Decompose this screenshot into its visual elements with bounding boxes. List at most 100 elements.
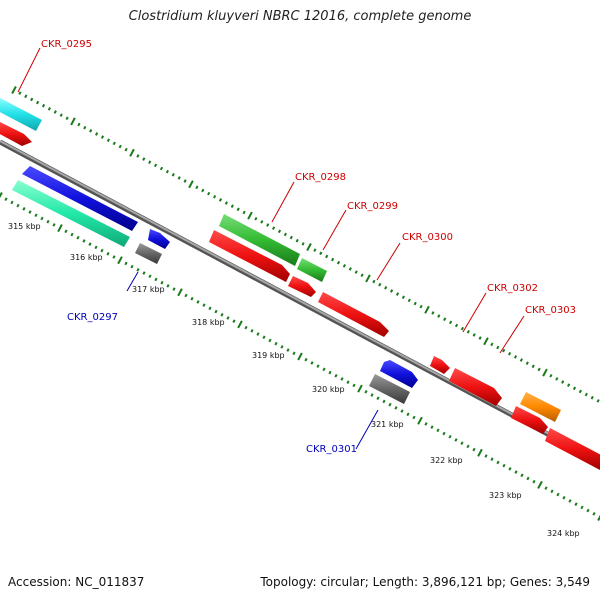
tick-minor bbox=[244, 325, 248, 330]
tick-minor bbox=[549, 373, 553, 378]
tick-minor bbox=[142, 157, 146, 161]
tick-minor bbox=[195, 185, 199, 190]
tick-minor bbox=[59, 113, 63, 117]
label-ckr0302[interactable]: CKR_0302 bbox=[487, 283, 538, 294]
label-ckr0301[interactable]: CKR_0301 bbox=[306, 444, 357, 455]
label-ckr0303[interactable]: CKR_0303 bbox=[525, 305, 576, 316]
tick-minor bbox=[172, 287, 176, 291]
label-ckr0297[interactable]: CKR_0297 bbox=[67, 312, 118, 323]
gene-ckr0295[interactable] bbox=[0, 98, 42, 131]
tick-minor bbox=[159, 166, 164, 171]
tick-minor bbox=[424, 422, 428, 426]
tick-minor bbox=[390, 289, 394, 293]
tick-minor bbox=[22, 207, 26, 211]
tick-minor bbox=[496, 345, 500, 350]
tick-minor bbox=[513, 355, 518, 359]
tick-minor bbox=[490, 457, 494, 462]
footer-accession: Accession: NC_011837 bbox=[8, 575, 145, 589]
tick-minor bbox=[236, 207, 240, 212]
tick-minor bbox=[160, 280, 164, 285]
tick-minor bbox=[213, 194, 217, 199]
tick-minor bbox=[556, 492, 560, 497]
tick-minor bbox=[64, 229, 68, 234]
gene-red-4[interactable] bbox=[449, 368, 502, 406]
tick-minor bbox=[448, 434, 452, 439]
tick-minor bbox=[574, 502, 578, 506]
gene-ckr0301-gray[interactable] bbox=[369, 374, 410, 404]
gene-gray-1[interactable] bbox=[135, 243, 162, 264]
gene-blue-long[interactable] bbox=[22, 166, 138, 231]
tick-minor bbox=[478, 336, 482, 340]
tick-minor bbox=[52, 223, 56, 227]
tick-minor bbox=[224, 201, 228, 205]
gene-ckr0300[interactable] bbox=[318, 292, 389, 337]
gene-red-5[interactable] bbox=[511, 406, 548, 434]
tick-minor bbox=[388, 402, 392, 407]
tick-minor bbox=[183, 179, 187, 183]
gene-red-1[interactable] bbox=[0, 122, 32, 146]
gene-red-6[interactable] bbox=[545, 428, 600, 470]
tick-minor bbox=[124, 147, 128, 152]
tick-minor bbox=[419, 304, 423, 309]
tick-major bbox=[597, 514, 600, 521]
gene-red-2[interactable] bbox=[209, 230, 290, 282]
tick-major bbox=[188, 180, 194, 189]
tick-minor bbox=[226, 316, 230, 320]
tick-minor bbox=[89, 129, 93, 133]
gene-red-3[interactable] bbox=[288, 276, 316, 297]
tick-minor bbox=[325, 254, 329, 259]
tick-minor bbox=[124, 261, 128, 266]
tick-label-319: 319 kbp bbox=[252, 351, 285, 360]
tick-minor bbox=[34, 213, 38, 218]
tick-minor bbox=[266, 223, 270, 227]
tick-minor bbox=[590, 395, 594, 400]
tick-label-321: 321 kbp bbox=[371, 420, 404, 429]
tick-major bbox=[365, 274, 371, 283]
tick-minor bbox=[532, 479, 536, 484]
tick-minor bbox=[400, 409, 404, 413]
tick-minor bbox=[53, 110, 57, 114]
tick-minor bbox=[466, 329, 470, 334]
gene-blue-2[interactable] bbox=[380, 360, 418, 388]
tick-label-323: 323 kbp bbox=[489, 491, 522, 500]
tick-minor bbox=[555, 377, 559, 381]
gene-labels: CKR_0295 CKR_0297 CKR_0298 CKR_0299 CKR_… bbox=[41, 39, 576, 455]
tick-minor bbox=[342, 264, 346, 268]
tick-minor bbox=[352, 383, 356, 388]
tick-minor bbox=[295, 238, 299, 243]
tick-major bbox=[424, 305, 430, 314]
tick-minor bbox=[65, 116, 69, 121]
gene-teal-long[interactable] bbox=[12, 180, 130, 247]
tick-minor bbox=[562, 495, 566, 500]
tick-minor bbox=[364, 390, 368, 394]
tick-minor bbox=[100, 135, 105, 139]
footer-summary: Topology: circular; Length: 3,896,121 bp… bbox=[260, 575, 590, 589]
tick-minor bbox=[572, 386, 577, 391]
gene-ckr0297-blue[interactable] bbox=[148, 229, 170, 249]
tick-labels: 315 kbp 316 kbp 317 kbp 318 kbp 319 kbp … bbox=[8, 222, 580, 538]
tick-minor bbox=[4, 197, 8, 202]
tick-minor bbox=[580, 505, 584, 510]
label-ckr0300[interactable]: CKR_0300 bbox=[402, 232, 453, 243]
tick-minor bbox=[460, 441, 464, 445]
label-ckr0295[interactable]: CKR_0295 bbox=[41, 39, 92, 50]
tick-minor bbox=[360, 273, 364, 278]
gene-ckr0303[interactable] bbox=[520, 392, 561, 422]
tick-minor bbox=[148, 274, 152, 279]
gene-ckr0298[interactable] bbox=[219, 214, 300, 266]
tick-minor bbox=[106, 138, 110, 143]
label-ckr0299[interactable]: CKR_0299 bbox=[347, 201, 398, 212]
tick-minor bbox=[519, 358, 523, 362]
tick-major bbox=[297, 352, 303, 361]
tick-minor bbox=[10, 200, 14, 205]
tick-minor bbox=[376, 396, 380, 401]
tick-track-inner bbox=[0, 192, 600, 521]
gene-ckr0302[interactable] bbox=[430, 356, 450, 374]
label-ckr0298[interactable]: CKR_0298 bbox=[295, 172, 346, 183]
tick-minor bbox=[384, 286, 388, 290]
tick-minor bbox=[136, 268, 140, 272]
gene-ckr0299[interactable] bbox=[297, 258, 327, 282]
tick-minor bbox=[18, 91, 22, 95]
tick-major bbox=[237, 320, 243, 329]
tick-minor bbox=[280, 345, 284, 349]
